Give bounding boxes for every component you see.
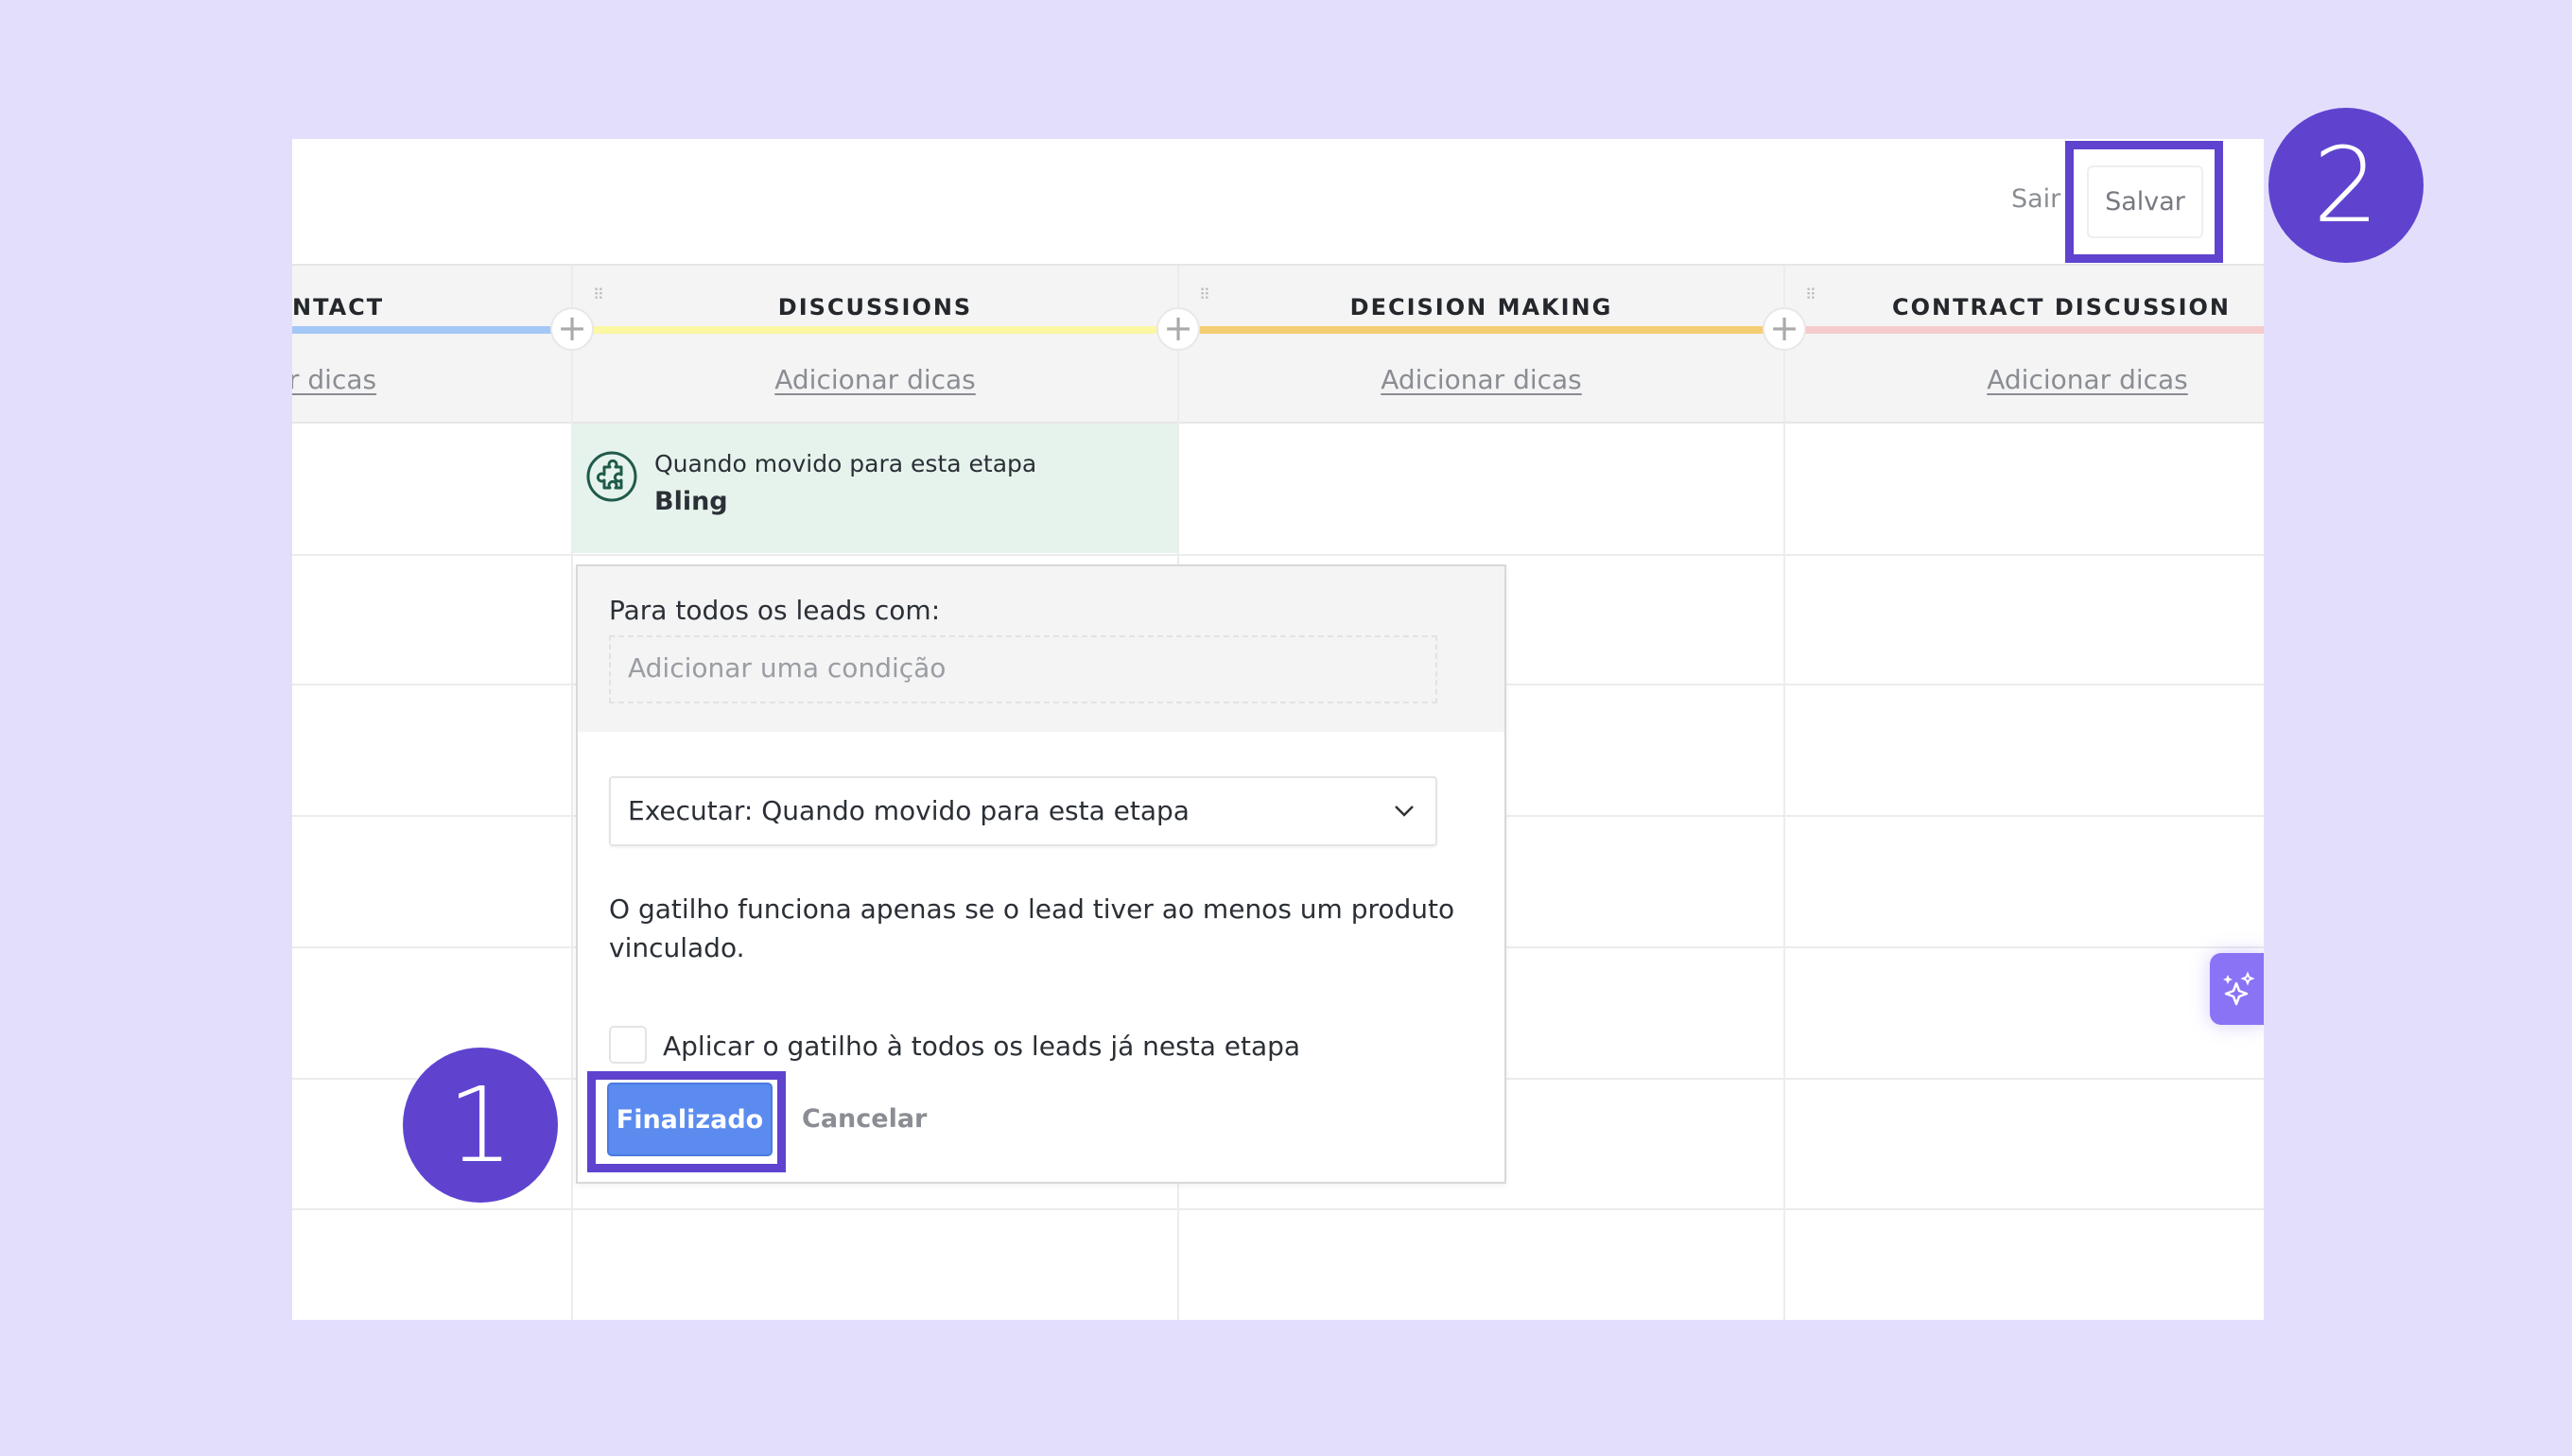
done-button[interactable]: Finalizado [607,1083,773,1156]
stage-color-bar [572,326,1178,334]
exit-button[interactable]: Sair [2011,184,2061,214]
add-tips-link[interactable]: r dicas [292,364,377,395]
condition-label: Para todos os leads com: [609,595,941,626]
execute-select-value: Executar: Quando movido para esta etapa [628,795,1190,826]
trigger-card[interactable]: Quando movido para esta etapa Bling [572,424,1178,553]
highlight-box-save [2065,141,2223,263]
add-tips-link[interactable]: Adicionar dicas [1381,364,1582,395]
apply-existing-leads-checkbox[interactable] [609,1026,647,1064]
apply-existing-leads-label[interactable]: Aplicar o gatilho à todos os leads já ne… [663,1031,1301,1062]
drag-handle-icon[interactable]: ⠿ [593,286,605,303]
cancel-button[interactable]: Cancelar [802,1104,928,1134]
stages-header: NTACT r dicas ⠿ DISCUSSIONS Adicionar di… [292,266,2264,424]
add-tips-link[interactable]: Adicionar dicas [774,364,976,395]
top-bar: Sair Salvar [292,139,2264,266]
step-badge-1: 1 [403,1048,558,1203]
add-stage-button[interactable]: + [1763,307,1806,351]
sparkles-icon [2223,971,2255,1006]
stage-title: DISCUSSIONS [777,294,973,321]
trigger-name: Bling [654,487,728,516]
highlight-box-done [587,1071,786,1172]
stage-color-bar [1178,326,1784,334]
add-condition-input[interactable]: Adicionar uma condição [609,635,1437,703]
trigger-subtitle: Quando movido para esta etapa [654,450,1037,477]
add-stage-button[interactable]: + [550,307,594,351]
trigger-note-cont: vinculado. [609,932,745,963]
stage-color-bar [292,326,572,334]
save-button[interactable]: Salvar [2087,165,2203,238]
stage-title: CONTRACT DISCUSSION [1891,294,2231,321]
trigger-settings-popover: Para todos os leads com: Adicionar uma c… [576,564,1506,1184]
condition-section: Para todos os leads com: Adicionar uma c… [578,566,1504,732]
trigger-note: O gatilho funciona apenas se o lead tive… [609,893,1455,925]
add-tips-link[interactable]: Adicionar dicas [1987,364,2188,395]
stage-title: NTACT [292,294,385,321]
chevron-down-icon [1395,806,1414,817]
puzzle-icon [586,451,637,502]
ai-assistant-button[interactable] [2210,953,2264,1025]
pipeline-editor: Sair Salvar NTACT r dicas ⠿ DISCUSSIONS … [292,139,2264,1320]
step-badge-2: 2 [2268,108,2424,263]
stage-color-bar [1784,326,2264,334]
stage-title: DECISION MAKING [1349,294,1613,321]
add-stage-button[interactable]: + [1156,307,1200,351]
drag-handle-icon[interactable]: ⠿ [1805,286,1817,303]
execute-select[interactable]: Executar: Quando movido para esta etapa [609,776,1437,846]
drag-handle-icon[interactable]: ⠿ [1199,286,1211,303]
